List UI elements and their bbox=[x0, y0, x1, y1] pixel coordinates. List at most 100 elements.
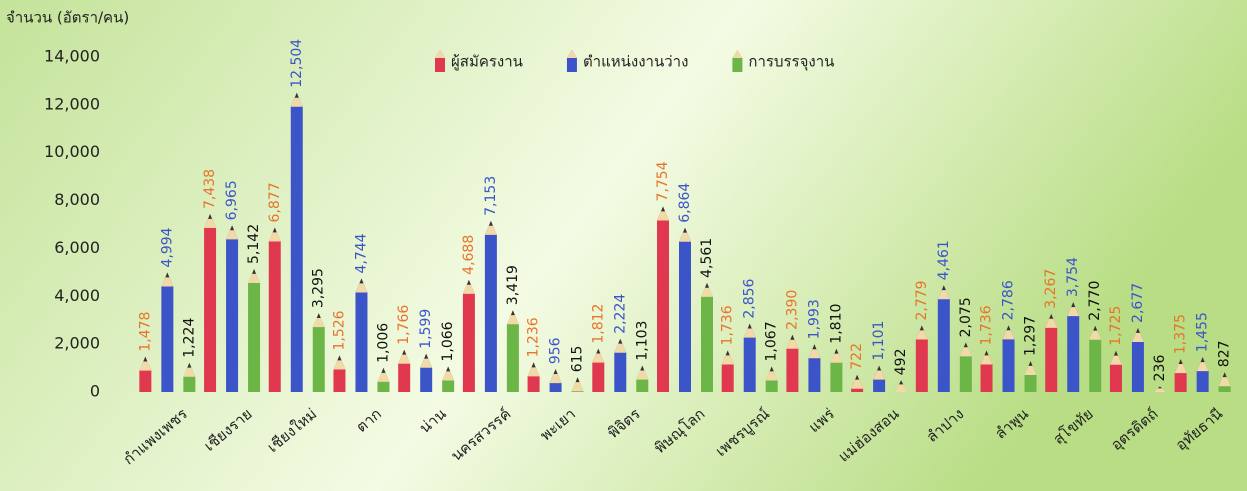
pencil-lead bbox=[424, 353, 429, 359]
pencil-tip bbox=[1218, 372, 1231, 387]
pencil-tip bbox=[701, 282, 713, 297]
value-label: 5,142 bbox=[246, 224, 262, 264]
value-label: 6,877 bbox=[267, 182, 283, 222]
pencil-bar bbox=[1045, 313, 1058, 392]
pencil-bar bbox=[268, 227, 281, 392]
pencil-tip bbox=[765, 366, 778, 381]
pencil-lead bbox=[640, 365, 645, 371]
value-label: 1,599 bbox=[418, 309, 434, 349]
pencil-lead bbox=[1222, 372, 1227, 378]
pencil-tip bbox=[915, 325, 928, 340]
pencil-tip bbox=[679, 227, 691, 242]
value-label: 7,754 bbox=[655, 161, 671, 201]
value-label: 3,267 bbox=[1043, 269, 1059, 309]
y-tick-label: 6,000 bbox=[54, 238, 100, 257]
pencil-tip bbox=[959, 342, 972, 357]
pencil-lead bbox=[919, 325, 924, 331]
pencil-tip bbox=[527, 362, 540, 377]
pencil-tip bbox=[1196, 357, 1209, 372]
pencil-lead bbox=[941, 285, 946, 291]
pencil-lead bbox=[1113, 350, 1118, 356]
pencil-lead bbox=[531, 362, 536, 368]
pencil-bar bbox=[1089, 325, 1102, 392]
value-label: 1,297 bbox=[1023, 316, 1039, 356]
pencil-lead bbox=[553, 369, 558, 375]
pencil-lead bbox=[790, 334, 795, 340]
pencil-lead bbox=[165, 272, 170, 278]
pencil-lead bbox=[855, 374, 860, 380]
pencil-lead bbox=[272, 227, 277, 233]
value-label: 956 bbox=[548, 337, 564, 364]
pencil-lead bbox=[1200, 357, 1205, 363]
pencil-lead bbox=[337, 355, 342, 361]
pencil-tip bbox=[830, 348, 843, 363]
pencil-lead bbox=[252, 268, 257, 274]
pencil-lead bbox=[1178, 359, 1183, 364]
pencil-tip bbox=[895, 380, 908, 392]
pencil-lead bbox=[899, 380, 904, 385]
pencil-lead bbox=[596, 348, 601, 354]
legend-label: ตำแหน่งงานว่าง bbox=[583, 53, 688, 71]
pencil-tip bbox=[851, 374, 864, 389]
pencil-lead bbox=[208, 214, 213, 219]
pencil-bar bbox=[290, 92, 303, 392]
pencil-tip bbox=[1109, 350, 1122, 365]
pencil-lead bbox=[618, 338, 623, 344]
y-tick-label: 14,000 bbox=[44, 47, 100, 66]
legend-swatch-tip bbox=[566, 50, 577, 58]
y-tick-label: 2,000 bbox=[54, 334, 100, 353]
pencil-tip bbox=[786, 334, 799, 349]
pencil-lead bbox=[1071, 302, 1076, 308]
pencil-tip bbox=[226, 225, 239, 240]
y-tick-label: 4,000 bbox=[54, 286, 100, 305]
value-label: 3,295 bbox=[311, 268, 327, 308]
pencil-lead bbox=[381, 367, 386, 373]
pencil-lead bbox=[705, 282, 709, 288]
pencil-bar bbox=[248, 268, 261, 392]
value-label: 12,504 bbox=[289, 39, 305, 88]
value-label: 1,101 bbox=[871, 321, 887, 361]
value-label: 1,236 bbox=[526, 317, 542, 357]
pencil-bar bbox=[161, 272, 174, 392]
pencil-lead bbox=[230, 225, 235, 231]
y-tick-label: 8,000 bbox=[54, 190, 100, 209]
pencil-tip bbox=[721, 350, 734, 365]
value-label: 615 bbox=[570, 346, 586, 373]
y-tick-label: 10,000 bbox=[44, 142, 100, 161]
pencil-tip bbox=[1089, 325, 1102, 340]
value-label: 1,067 bbox=[764, 321, 780, 361]
value-label: 827 bbox=[1217, 340, 1233, 367]
pencil-tip bbox=[355, 278, 368, 293]
pencil-lead bbox=[812, 344, 817, 350]
legend-swatch-tip bbox=[732, 50, 743, 58]
pencil-tip bbox=[657, 206, 669, 221]
pencil-bar bbox=[786, 334, 799, 392]
value-label: 2,224 bbox=[612, 294, 628, 334]
y-tick-label: 12,000 bbox=[44, 94, 100, 113]
pencil-tip bbox=[161, 272, 174, 287]
pencil-bar bbox=[743, 323, 756, 392]
pencil-lead bbox=[683, 227, 687, 233]
pencil-bar bbox=[1131, 327, 1144, 392]
pencil-lead bbox=[316, 313, 321, 319]
value-label: 1,812 bbox=[590, 304, 606, 344]
value-label: 2,856 bbox=[742, 278, 758, 318]
pencil-tip bbox=[1067, 302, 1080, 317]
y-tick-label: 0 bbox=[90, 382, 100, 401]
value-label: 7,153 bbox=[483, 176, 499, 216]
pencil-tip bbox=[1174, 359, 1187, 374]
value-label: 1,526 bbox=[331, 310, 347, 350]
value-label: 6,965 bbox=[224, 180, 240, 220]
pencil-bar bbox=[462, 279, 475, 392]
legend-label: ผู้สมัครงาน bbox=[451, 53, 523, 71]
value-label: 1,725 bbox=[1108, 306, 1124, 346]
pencil-tip bbox=[873, 365, 886, 380]
pencil-lead bbox=[769, 366, 774, 372]
pencil-bar bbox=[204, 214, 217, 392]
value-label: 492 bbox=[893, 348, 909, 375]
pencil-lead bbox=[661, 206, 665, 212]
pencil-tip bbox=[1045, 313, 1058, 328]
pencil-bar bbox=[312, 313, 325, 392]
value-label: 1,736 bbox=[720, 305, 736, 345]
